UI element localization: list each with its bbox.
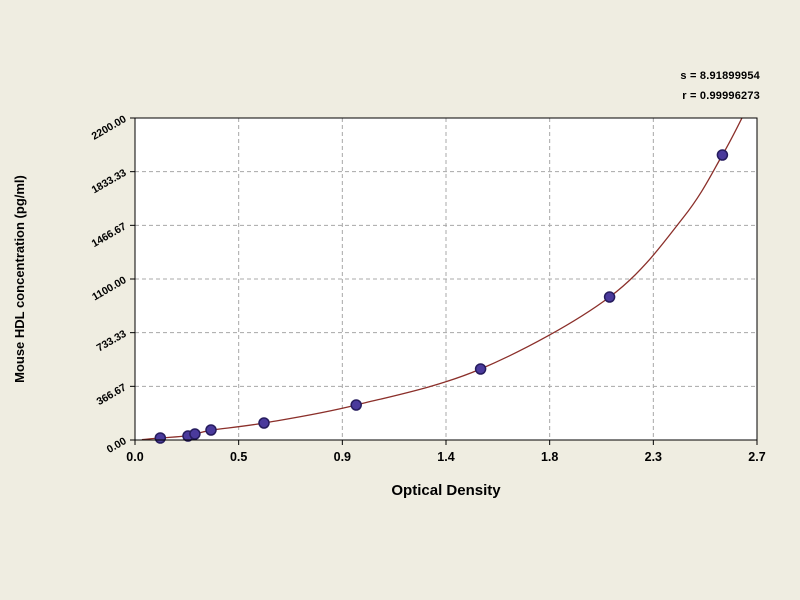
y-tick-label: 2200.00 [90, 113, 129, 142]
data-point-marker [189, 428, 201, 440]
x-tick-label: 1.8 [541, 450, 558, 464]
y-tick-label: 366.67 [95, 381, 129, 408]
data-point-marker [154, 432, 167, 444]
x-tick-label: 2.3 [645, 450, 662, 464]
x-tick-label: 0.9 [334, 450, 351, 464]
fit-statistics: s = 8.91899954 r = 0.99996273 [680, 66, 760, 107]
y-tick-label: 733.33 [95, 328, 129, 355]
standard-curve-plot: 0.0 0.5 0.9 1.4 1.8 2.3 2.7 0.00 366.67 733.33 110… [90, 113, 766, 464]
x-axis-title: Optical Density [391, 482, 501, 499]
data-point-marker [350, 399, 362, 411]
y-tick-label: 1833.33 [90, 167, 129, 196]
y-tick-label: 1100.00 [90, 274, 129, 303]
fit-stat-s: s = 8.91899954 [680, 70, 760, 82]
data-point-marker [258, 417, 270, 429]
x-tick-label: 0.0 [126, 450, 143, 464]
x-tick-label: 1.4 [437, 450, 454, 464]
x-tick-label: 0.5 [230, 450, 247, 464]
x-tick-label: 2.7 [748, 450, 765, 464]
y-axis-title: Mouse HDL concentration (pg/ml) [12, 175, 27, 383]
data-point-marker [474, 363, 487, 375]
data-point-marker [205, 424, 217, 436]
data-point-marker [716, 149, 729, 161]
y-tick-label: 1466.67 [90, 220, 129, 249]
fit-stat-r: r = 0.99996273 [682, 90, 760, 103]
data-point-marker [603, 291, 616, 303]
y-tick-label: 0.00 [105, 435, 129, 456]
